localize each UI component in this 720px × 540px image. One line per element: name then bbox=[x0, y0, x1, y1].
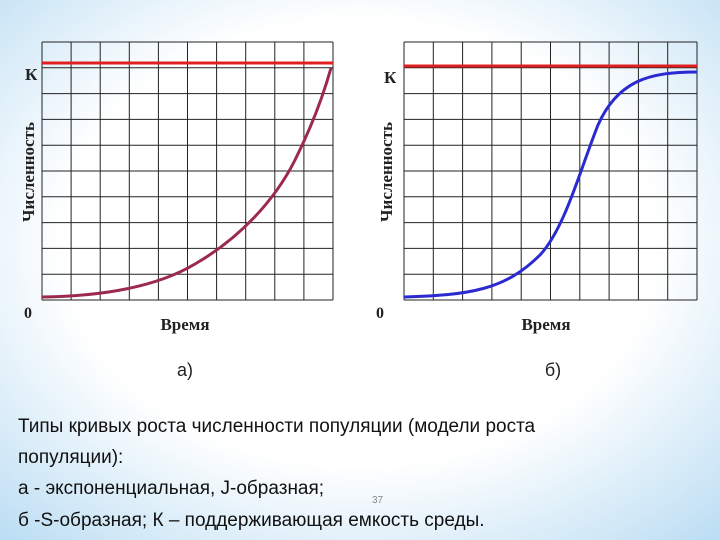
k-label: К bbox=[25, 65, 38, 84]
slide-number: 37 bbox=[372, 495, 384, 506]
x-axis-label: Время bbox=[521, 315, 570, 334]
text-line: а - экспоненциальная, J-образная; bbox=[18, 478, 324, 499]
text-line: популяции): bbox=[18, 447, 123, 468]
x-axis-label: Время bbox=[160, 315, 209, 334]
s-curve bbox=[403, 70, 698, 299]
panel-caption: а) bbox=[177, 360, 193, 380]
y-axis-label: Численность bbox=[19, 122, 38, 222]
grid-b bbox=[403, 41, 698, 301]
j-curve bbox=[41, 67, 333, 299]
panel-caption: б) bbox=[545, 360, 561, 380]
origin-label: 0 bbox=[376, 305, 384, 322]
y-axis-label: Численность bbox=[377, 122, 396, 222]
origin-label: 0 bbox=[24, 305, 32, 322]
k-label: К bbox=[384, 68, 397, 87]
text-line: б -S-образная; К – поддерживающая емкост… bbox=[18, 510, 485, 531]
grid-a bbox=[41, 41, 334, 301]
text-line: Типы кривых роста численности популяции … bbox=[18, 416, 536, 437]
